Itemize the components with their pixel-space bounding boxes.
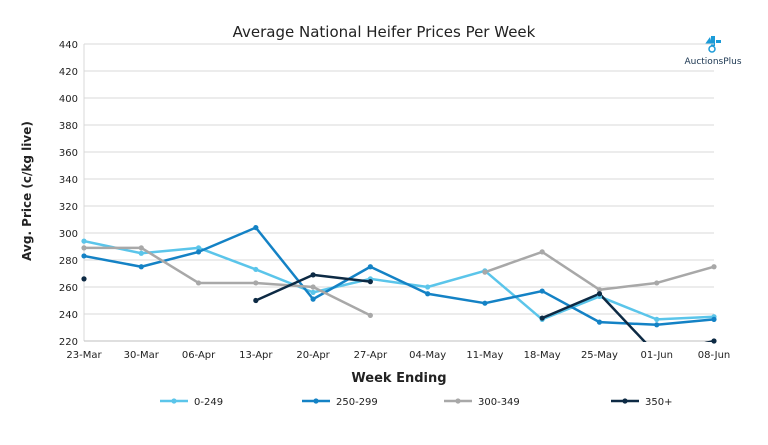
series-lines <box>84 226 714 342</box>
legend-item: 0-249 <box>160 397 223 408</box>
x-tick-label: 04-May <box>409 350 446 361</box>
y-tick-label: 240 <box>59 310 78 321</box>
data-point <box>482 300 488 306</box>
data-point <box>539 288 545 294</box>
data-point <box>138 250 144 256</box>
data-point <box>310 289 316 295</box>
legend-swatch-marker <box>622 398 628 404</box>
y-tick-label: 300 <box>59 229 78 240</box>
series-line-2 <box>84 246 371 317</box>
grid-lines <box>84 43 714 342</box>
y-tick-label: 420 <box>59 67 78 78</box>
data-point <box>367 279 373 285</box>
data-point <box>654 280 660 286</box>
x-axis-label: Week Ending <box>351 371 446 386</box>
data-point <box>711 316 717 322</box>
data-point <box>425 291 431 297</box>
data-point <box>81 253 87 259</box>
y-tick-label: 220 <box>59 337 78 348</box>
data-point <box>367 312 373 318</box>
chart-title: Average National Heifer Prices Per Week <box>233 23 536 41</box>
y-tick-label: 280 <box>59 256 78 267</box>
x-tick-label: 30-Mar <box>124 350 160 361</box>
x-tick-label: 01-Jun <box>640 350 673 361</box>
data-point <box>482 269 488 275</box>
series-line-3 <box>541 292 714 342</box>
data-point <box>81 276 87 282</box>
y-tick-label: 380 <box>59 121 78 132</box>
legend: 0-249 250-299 300-349 350+ <box>160 397 672 408</box>
y-tick-label: 340 <box>59 175 78 186</box>
data-point <box>539 315 545 321</box>
series-markers <box>81 225 717 344</box>
y-tick-label: 400 <box>59 94 78 105</box>
data-point <box>81 238 87 244</box>
legend-label: 250-299 <box>336 397 378 408</box>
data-point <box>195 245 202 251</box>
y-tick-label: 440 <box>59 40 78 51</box>
series-line-0 <box>84 239 714 321</box>
data-point <box>253 266 259 273</box>
x-tick-label: 13-Apr <box>239 350 273 361</box>
data-point <box>310 296 316 302</box>
data-point <box>253 225 259 231</box>
series-line-2 <box>484 250 714 291</box>
data-point <box>138 264 144 270</box>
data-point <box>539 249 545 255</box>
x-tick-label: 08-Jun <box>698 350 731 361</box>
x-tick-label: 25-May <box>581 350 618 361</box>
y-tick-label: 320 <box>59 202 78 213</box>
brand-name: AuctionsPlus <box>684 57 741 67</box>
data-point <box>310 272 316 278</box>
legend-label: 0-249 <box>194 397 223 408</box>
x-tick-label: 11-May <box>466 350 503 361</box>
data-point <box>253 297 259 304</box>
data-point <box>596 287 603 293</box>
legend-label: 350+ <box>645 397 672 408</box>
data-point <box>310 284 316 290</box>
legend-swatch-marker <box>313 398 319 404</box>
x-tick-label: 06-Apr <box>182 350 216 361</box>
data-point <box>654 316 660 322</box>
y-tick-label: 360 <box>59 148 78 159</box>
x-tick-label: 18-May <box>524 350 561 361</box>
data-point <box>711 264 717 270</box>
data-point <box>195 249 202 255</box>
x-tick-label: 20-Apr <box>296 350 330 361</box>
data-point <box>138 245 144 251</box>
legend-item: 300-349 <box>444 397 520 408</box>
data-point <box>253 280 259 286</box>
data-point <box>195 280 202 286</box>
brand-logo: AuctionsPlus <box>684 36 742 67</box>
data-point <box>654 322 660 328</box>
series-line-1 <box>84 226 714 327</box>
data-point <box>367 264 373 270</box>
x-tick-label: 23-Mar <box>66 350 102 361</box>
legend-swatch-marker <box>455 398 461 404</box>
data-point <box>711 338 717 344</box>
legend-item: 350+ <box>611 397 672 408</box>
legend-label: 300-349 <box>478 397 520 408</box>
x-tick-label: 27-Apr <box>354 350 388 361</box>
data-point <box>425 284 431 290</box>
y-tick-label: 260 <box>59 283 78 294</box>
y-axis-label: Avg. Price (c/kg live) <box>20 121 34 261</box>
legend-item: 250-299 <box>302 397 378 408</box>
axes: 220 240 260 280 300 320 340 360 380 400 420 440 23-M… <box>59 40 730 361</box>
legend-swatch-marker <box>171 398 177 404</box>
data-point <box>596 291 603 297</box>
data-point <box>596 319 603 325</box>
data-point <box>81 245 87 251</box>
